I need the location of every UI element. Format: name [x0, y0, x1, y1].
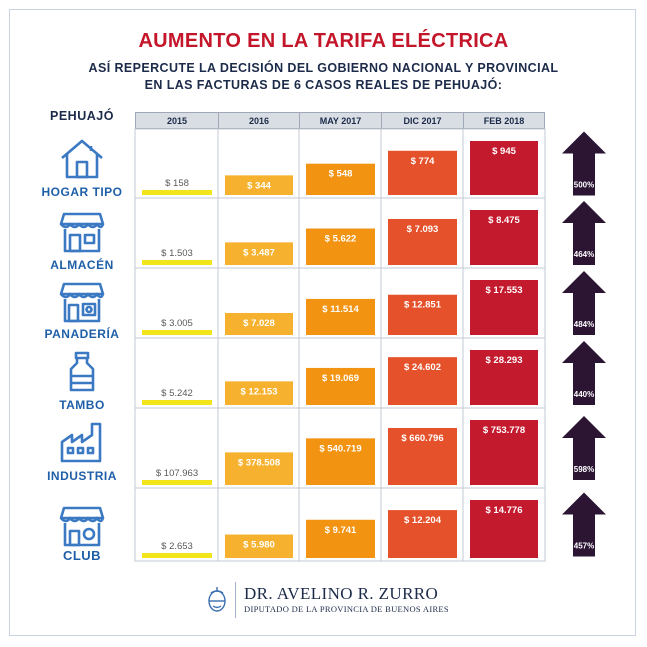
factory-icon: [60, 422, 102, 463]
frame-border: [9, 9, 636, 636]
header-feb-2018: FEB 2018: [463, 112, 545, 129]
row-label-hogar-tipo: HOGAR TIPO: [41, 185, 123, 199]
place-label: PEHUAJÓ: [50, 109, 114, 123]
row-label-club: CLUB: [62, 548, 102, 563]
header-2015: 2015: [135, 112, 219, 129]
province-seal-icon: [208, 587, 226, 612]
header-may-2017: MAY 2017: [299, 112, 382, 129]
footer-name: DR. AVELINO R. ZURRO: [244, 584, 439, 603]
store-icon: [59, 212, 105, 253]
row-label-panaderia: PANADERÍA: [44, 327, 120, 341]
house-icon: [61, 139, 103, 179]
row-label-tambo: TAMBO: [59, 398, 105, 412]
footer-role: DIPUTADO DE LA PROVINCIA DE BUENOS AIRES: [244, 604, 449, 614]
chart-title: AUMENTO EN LA TARIFA ELÉCTRICA: [138, 30, 509, 52]
header-dic-2017: DIC 2017: [381, 112, 464, 129]
club-icon: [59, 506, 105, 547]
milk-can-icon: [69, 351, 95, 392]
row-label-industria: INDUSTRIA: [47, 469, 117, 483]
subtitle-line-1: ASÍ REPERCUTE LA DECISIÓN DEL GOBIERNO N…: [88, 61, 559, 75]
header-2016: 2016: [218, 112, 300, 129]
footer-divider: [235, 582, 236, 618]
bakery-icon: [59, 282, 105, 323]
row-label-almacen: ALMACÉN: [50, 258, 114, 272]
subtitle-line-2: EN LAS FACTURAS DE 6 CASOS REALES DE PEH…: [144, 78, 503, 92]
